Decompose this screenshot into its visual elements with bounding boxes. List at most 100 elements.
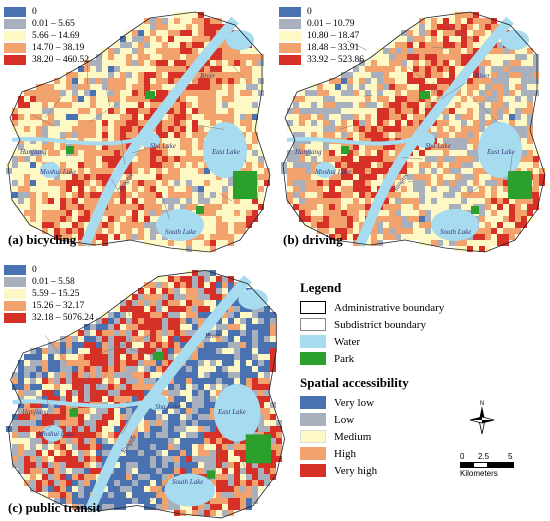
legend-public-transit: 0 0.01 – 5.58 5.59 – 15.25 15.26 – 32.17… [4, 264, 94, 324]
accessibility-swatch [300, 413, 326, 426]
place-label-river: River [475, 72, 491, 80]
class-swatch [279, 31, 301, 41]
class-swatch [4, 43, 26, 53]
legend-label: 14.70 – 38.19 [32, 43, 85, 53]
legend-label: 0.01 – 5.58 [32, 277, 75, 287]
legend-label: 15.26 – 32.17 [32, 301, 85, 311]
map-panel-driving: 0 0.01 – 10.79 10.80 – 18.47 18.48 – 33.… [275, 0, 550, 255]
accessibility-swatch [300, 447, 326, 460]
scale-tick: 5 [508, 452, 513, 461]
class-swatch [279, 7, 301, 17]
accessibility-swatch [300, 430, 326, 443]
class-swatch [4, 7, 26, 17]
place-label-river: River [205, 332, 221, 340]
legend-label: 38.20 – 460.52 [32, 55, 89, 65]
place-label-south-lake: South Lake [165, 228, 197, 236]
class-swatch [4, 19, 26, 29]
legend-label: 32.18 – 5076.24 [32, 313, 94, 323]
legend-item-label: Park [334, 352, 355, 365]
accessibility-medium: Medium [300, 428, 540, 445]
legend-driving: 0 0.01 – 10.79 10.80 – 18.47 18.48 – 33.… [279, 6, 364, 66]
scale-unit: Kilometers [460, 469, 498, 478]
legend-row: 5.66 – 14.69 [4, 30, 89, 42]
place-label-sha-lake: Sha Lake [425, 142, 451, 150]
legend-row: 14.70 – 38.19 [4, 42, 89, 54]
class-swatch [4, 31, 26, 41]
legend-item-admin: Administrative boundary [300, 299, 540, 316]
class-swatch [4, 289, 26, 299]
class-swatch [4, 313, 26, 323]
place-label-moshui-lake: Moshui Lake [40, 168, 77, 176]
map-panel-public-transit: 0 0.01 – 5.58 5.59 – 15.25 15.26 – 32.17… [0, 258, 290, 521]
legend-item-water: Water [300, 333, 540, 350]
class-swatch [4, 265, 26, 275]
legend-row: 33.92 – 523.86 [279, 54, 364, 66]
map-public-transit [6, 269, 286, 519]
legend-title: Legend [300, 280, 342, 295]
accessibility-title: Spatial accessibility [300, 375, 409, 390]
legend-label: 0 [32, 265, 37, 275]
legend-label: 0.01 – 5.65 [32, 19, 75, 29]
legend-label: 5.59 – 15.25 [32, 289, 80, 299]
legend-label: 10.80 – 18.47 [307, 31, 360, 41]
scale-tick: 0 [460, 452, 465, 461]
place-label-east-lake: East Lake [487, 148, 515, 156]
class-swatch [279, 55, 301, 65]
scale-tick: 2.5 [478, 452, 490, 461]
north-arrow: N [468, 400, 496, 440]
legend-item-label: Subdistrict boundary [334, 318, 426, 331]
accessibility-swatch [300, 396, 326, 409]
place-label-hanjiang: Hanjiang [20, 148, 47, 156]
admin-boundary-swatch [300, 301, 326, 314]
accessibility-label: Very low [334, 396, 375, 409]
legend-row: 0.01 – 10.79 [279, 18, 364, 30]
place-label-east-lake: East Lake [212, 148, 240, 156]
place-label-sha-lake: Sha Lake [150, 142, 176, 150]
accessibility-low: Low [300, 411, 540, 428]
place-label-hanjiang: Hanjiang [295, 148, 322, 156]
accessibility-label: Medium [334, 430, 372, 443]
compass-icon: N [469, 401, 495, 435]
legend-label: 5.66 – 14.69 [32, 31, 80, 41]
legend-row: 10.80 – 18.47 [279, 30, 364, 42]
map-driving [281, 11, 546, 253]
accessibility-very-high: Very high [300, 462, 540, 479]
accessibility-swatch [300, 464, 326, 477]
park-swatch [300, 352, 326, 365]
accessibility-label: Low [334, 413, 355, 426]
place-label-sha-lake: Sha Lake [155, 403, 181, 411]
legend-label: 18.48 – 33.91 [307, 43, 360, 53]
place-label-east-lake: East Lake [218, 408, 246, 416]
map-panel-bicycling: 0 0.01 – 5.65 5.66 – 14.69 14.70 – 38.19… [0, 0, 275, 255]
class-swatch [279, 19, 301, 29]
scale-graphic [460, 462, 514, 468]
water-swatch [300, 335, 326, 348]
place-label-moshui-lake: Moshui Lake [38, 430, 75, 438]
map-bicycling [6, 11, 271, 253]
scale-ticks: 0 2.5 5 [460, 452, 520, 462]
panel-label: (c) public transit [8, 500, 101, 515]
legend-row: 0 [279, 6, 364, 18]
legend-bicycling: 0 0.01 – 5.65 5.66 – 14.69 14.70 – 38.19… [4, 6, 89, 66]
place-label-hanjiang: Hanjiang [22, 408, 49, 416]
class-swatch [4, 301, 26, 311]
legend-row: 0.01 – 5.58 [4, 276, 94, 288]
accessibility-high: High [300, 445, 540, 462]
place-label-south-lake: South Lake [440, 228, 472, 236]
legend-row: 0.01 – 5.65 [4, 18, 89, 30]
scale-bar: 0 2.5 5 Kilometers [460, 452, 520, 478]
place-label-south-lake: South Lake [172, 478, 204, 486]
accessibility-label: High [334, 447, 356, 460]
accessibility-label: Very high [334, 464, 378, 477]
legend-row: 32.18 – 5076.24 [4, 312, 94, 324]
legend-row: 5.59 – 15.25 [4, 288, 94, 300]
legend-label: 0.01 – 10.79 [307, 19, 355, 29]
legend-row: 15.26 – 32.17 [4, 300, 94, 312]
class-swatch [4, 55, 26, 65]
place-label-river: River [200, 72, 216, 80]
main-legend: Legend Administrative boundary Subdistri… [300, 280, 540, 479]
north-label: N [480, 401, 484, 407]
subdistrict-boundary-swatch [300, 318, 326, 331]
legend-row: 18.48 – 33.91 [279, 42, 364, 54]
place-label-moshui-lake: Moshui Lake [315, 168, 352, 176]
